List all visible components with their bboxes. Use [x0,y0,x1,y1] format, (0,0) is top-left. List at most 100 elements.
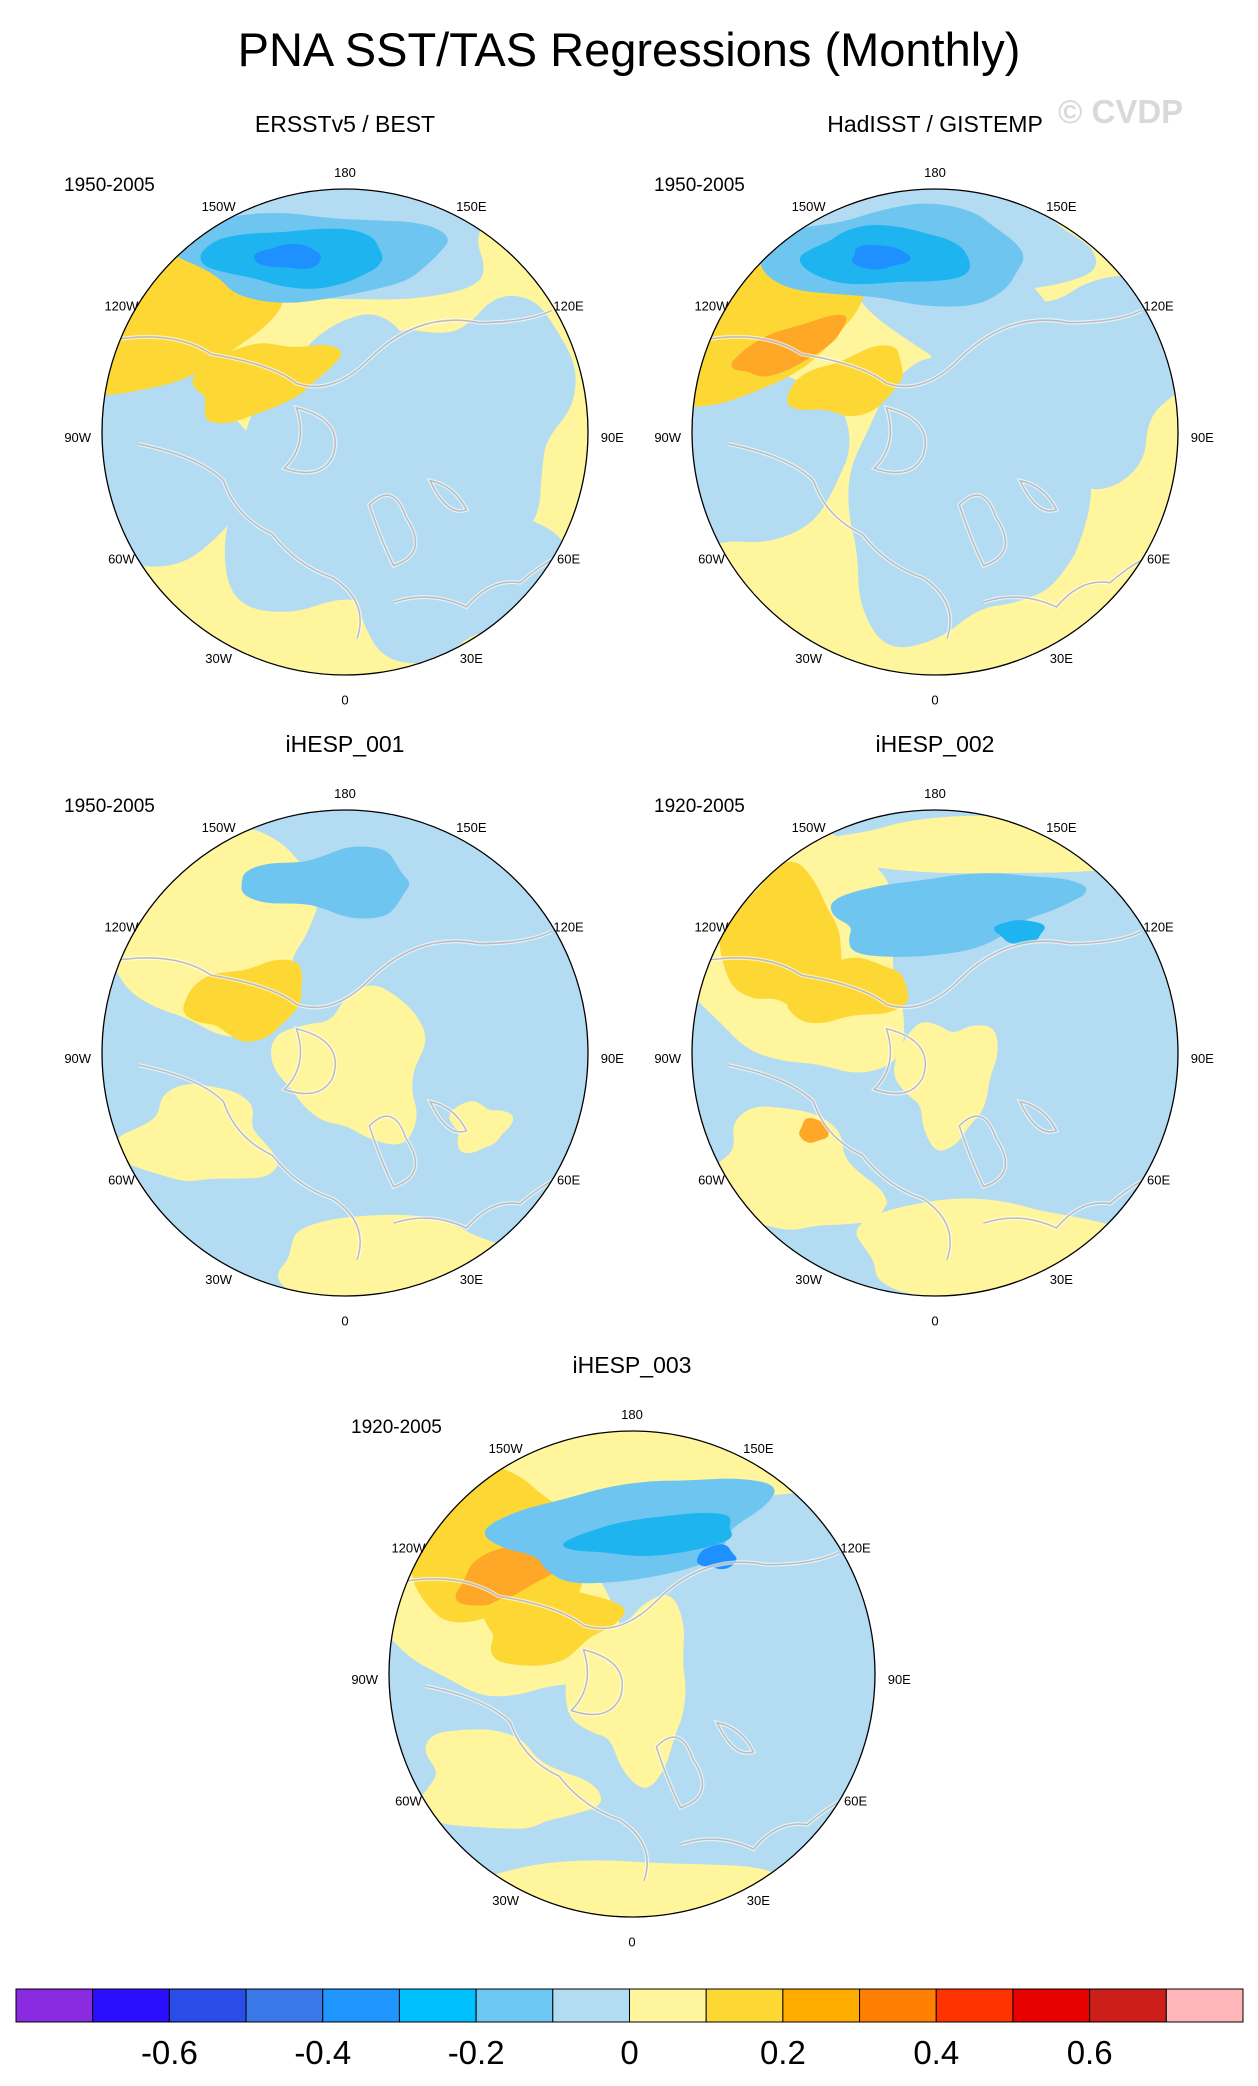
longitude-label: 60E [1147,1172,1170,1187]
longitude-label: 60W [108,1172,135,1187]
coastline-mask [425,1684,650,1882]
longitude-label: 0 [931,1313,938,1328]
map-panel: HadISST / GISTEMP 1950-2005 180 0 150E 150W 12… [654,111,1214,707]
longitude-label: 90W [654,430,681,445]
contour-region [419,1729,605,1829]
contour-region [694,1106,889,1230]
contour-region [369,295,576,537]
coastline-mask [280,1025,338,1096]
colorbar-bin [15,1988,94,2023]
longitude-label: 180 [924,165,946,180]
map-panel: iHESP_001 1950-2005 180 0 150E 150W 120E 120W 90… [64,731,624,1328]
map-field [692,810,1178,1296]
coastline-mask [679,1793,852,1852]
coastline-mask [400,1550,840,1631]
colorbar-bin [92,1988,170,2023]
colorbar: -0.6 -0.4 -0.2 0 0.2 0.4 0.6 [15,1988,1244,2071]
colorbar-bin [552,1988,630,2023]
map-border [101,809,589,1297]
longitude-label: 180 [334,786,356,801]
longitude-label: 30E [460,1272,483,1287]
colorbar-bin [168,1988,247,2023]
coastline-mask [870,404,928,475]
longitude-label: 0 [628,1934,635,1949]
coastline-mask [654,1735,705,1811]
colorbar-tick-label: 0 [620,2034,638,2071]
contour-region [254,243,322,269]
longitude-label: 60W [698,1172,725,1187]
contour-region [830,873,1094,957]
coastline-mask [982,1172,1155,1231]
panel-title: iHESP_002 [876,731,995,757]
contour-region [994,920,1045,945]
coastline-mask [426,477,470,513]
map-border [691,809,1179,1297]
longitude-label: 0 [341,692,348,707]
longitude-label: 150W [489,1441,524,1456]
longitude-label: 60W [698,551,725,566]
coastline-mask [728,442,953,640]
period-label: 1950-2005 [64,175,155,196]
longitude-label: 90W [351,1672,378,1687]
contour-region [241,846,412,919]
colorbar-bin [1165,1988,1244,2023]
coastline-mask [957,493,1008,569]
contour-region [851,244,912,270]
longitude-label: 120E [1143,299,1174,314]
longitude-label: 120W [391,1541,426,1556]
map-field [102,189,588,675]
coastline-mask [713,1719,757,1755]
longitude-label: 180 [924,786,946,801]
coastline-mask [728,1063,953,1261]
period-label: 1950-2005 [64,796,155,817]
coastline-mask [957,1114,1008,1190]
longitude-label: 30W [492,1893,519,1908]
longitude-label: 150E [1046,820,1077,835]
map-border [101,188,589,676]
contour-region [271,985,426,1145]
coastline-mask [870,1025,928,1096]
longitude-label: 90W [64,1051,91,1066]
colorbar-tick-label: 0.2 [760,2034,806,2071]
colorbar-tick-label: 0.6 [1067,2034,1113,2071]
coastline-mask [567,1646,625,1717]
colorbar-bin [859,1988,937,2023]
longitude-label: 60E [1147,551,1170,566]
coastline-mask [1016,1098,1060,1134]
map-panel: iHESP_003 1920-2005 180 0 150E 150W 120E 120W 90… [351,1352,911,1949]
contour-region [787,957,909,1024]
longitude-label: 180 [334,165,356,180]
coastline-mask [367,493,418,569]
longitude-label: 150E [1046,199,1077,214]
contour-region [192,343,345,424]
coastline-mask [138,1063,363,1261]
colorbar-bin [935,1988,1014,2023]
coastline-mask [1016,477,1060,513]
longitude-label: 90E [1191,430,1214,445]
map-panel: ERSSTv5 / BEST 1950-2005 180 0 150E 150W 120E 1… [64,111,624,707]
coastline-mask [426,1098,470,1134]
longitude-label: 90W [654,1051,681,1066]
longitude-label: 90E [1191,1051,1214,1066]
colorbar-bin [398,1988,477,2023]
colorbar-bin [322,1988,400,2023]
longitude-label: 150W [202,199,237,214]
colorbar-tick-label: -0.6 [141,2034,198,2071]
coastline-mask [367,1114,418,1190]
longitude-label: 120W [104,299,139,314]
longitude-label: 30W [205,651,232,666]
colorbar-bin [629,1988,707,2023]
longitude-label: 90E [601,430,624,445]
longitude-label: 0 [341,1313,348,1328]
contour-region [565,1595,686,1788]
longitude-label: 150E [456,199,487,214]
contour-region [482,1590,629,1666]
colorbar-bin [475,1988,554,2023]
longitude-label: 90E [601,1051,624,1066]
map-panels: ERSSTv5 / BEST 1950-2005 180 0 150E 150W 120E 1… [64,111,1214,1949]
longitude-label: 120E [553,920,584,935]
coastline-mask [138,442,363,640]
longitude-label: 120E [840,1541,871,1556]
longitude-label: 150W [202,820,237,835]
coastline-mask [280,404,338,475]
